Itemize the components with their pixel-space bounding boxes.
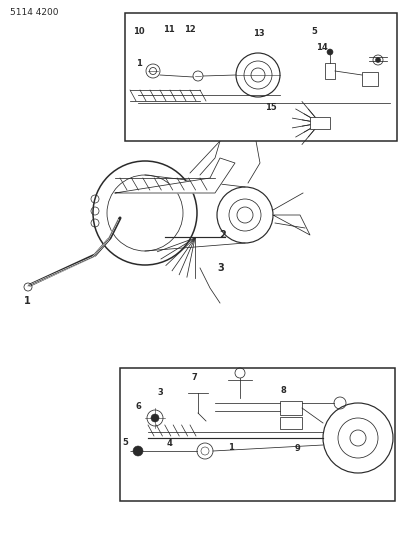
Text: 7: 7 [192,373,197,382]
Text: 12: 12 [184,25,195,34]
Text: 2: 2 [219,230,226,239]
Circle shape [133,446,143,456]
Bar [280,417,302,429]
Text: 1: 1 [24,296,31,306]
Polygon shape [273,215,310,235]
Text: 5: 5 [311,28,317,36]
Bar [120,368,395,501]
Bar [362,72,378,86]
Text: 6: 6 [136,402,142,410]
Text: 9: 9 [295,445,301,453]
Text: 8: 8 [281,386,286,394]
Text: 13: 13 [253,29,265,38]
Polygon shape [115,158,235,193]
Circle shape [327,49,333,55]
Text: 11: 11 [164,25,175,34]
Bar [125,13,397,141]
Bar [280,401,302,415]
Bar [310,117,330,129]
Text: 15: 15 [266,103,277,112]
Text: 4: 4 [166,439,172,448]
Text: 5114 4200: 5114 4200 [10,8,58,17]
Text: 5: 5 [122,438,128,447]
Circle shape [375,58,381,62]
Circle shape [151,414,159,422]
Text: 1: 1 [228,443,234,452]
Text: 1: 1 [136,60,142,68]
Text: 14: 14 [317,44,328,52]
Text: 3: 3 [217,263,224,272]
Text: 3: 3 [157,388,163,397]
Text: 10: 10 [133,28,144,36]
Bar [325,63,335,79]
